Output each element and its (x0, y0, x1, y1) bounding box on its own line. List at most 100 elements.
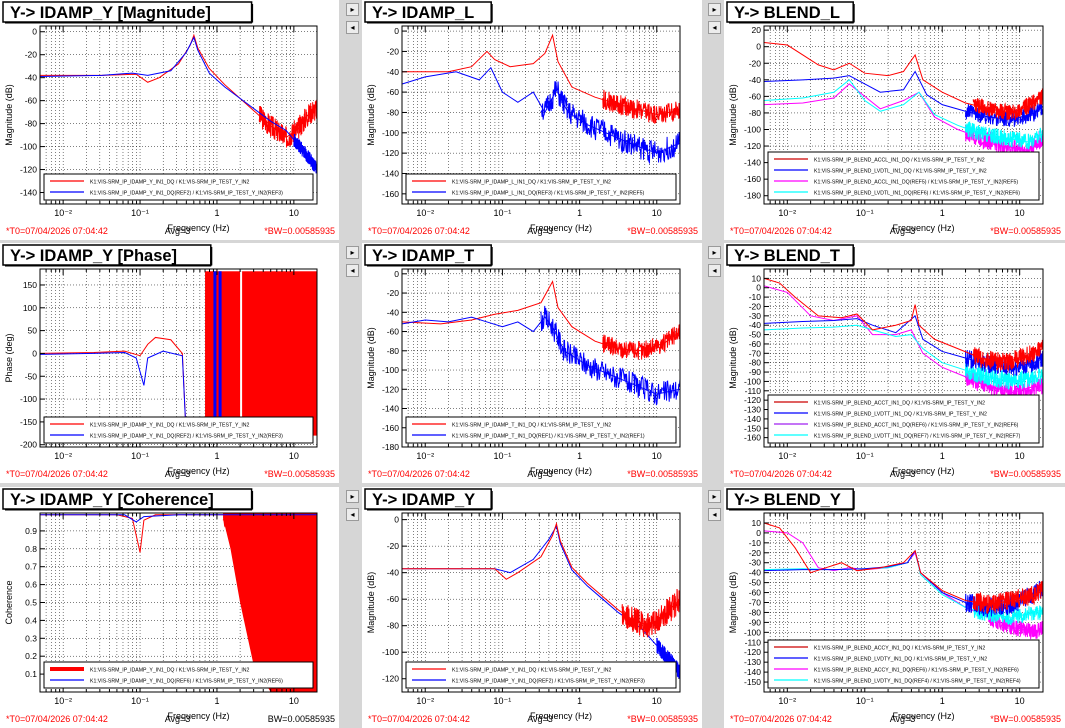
y-tick-label: -20 (749, 548, 762, 558)
panel-arrow-button[interactable]: ▸ (346, 3, 359, 16)
bw-label: *BW=0.00585935 (264, 469, 335, 479)
y-tick-label: -140 (382, 168, 399, 178)
legend-box: K1:VIS-SRM_IP_IDAMP_Y_IN1_DQ / K1:VIS-SR… (405, 661, 677, 689)
y-tick-label: -160 (744, 433, 761, 443)
x-axis-label: Frequency (Hz) (530, 466, 592, 476)
panel-arrow-button[interactable]: ▸ (708, 246, 721, 259)
y-tick-label: -40 (387, 307, 400, 317)
x-tick-label: 10 (1015, 208, 1025, 218)
y-tick-label: -130 (744, 657, 761, 667)
axis-ticks (401, 513, 681, 692)
plot-svg: 10⁻² 10⁻¹ 1 10100-10-20-30-40-50-60-70-80-9… (726, 488, 1061, 724)
bw-label: *BW=0.00585935 (990, 714, 1061, 724)
plot-panel-p01[interactable]: 10⁻² 10⁻¹ 1 10 0 -20 -40 -60 -80 -100 -120 -140 -160… (362, 0, 702, 240)
series-line-blue (402, 316, 680, 395)
y-tick-label: -80 (25, 119, 38, 129)
y-tick-label: -40 (749, 320, 762, 330)
y-tick-label: 0.5 (25, 598, 37, 608)
panel-arrow-button[interactable]: ▸ (346, 490, 359, 503)
y-tick-label: 0 (756, 283, 761, 293)
legend-entry: K1:VIS-SRM_IP_BLEND_ACCT_IN1_DQ(REF6) / … (814, 423, 1019, 429)
plot-panel-p00[interactable]: 10⁻² 10⁻¹ 1 10 0 -20 -40 -60 -80 -100 -120 -140 Freq… (0, 0, 339, 240)
bw-label: *BW=0.00585935 (627, 469, 698, 479)
y-tick-label: 0.7 (25, 562, 37, 572)
y-tick-label: -180 (744, 191, 761, 201)
plot-panel-p22[interactable]: 10⁻² 10⁻¹ 1 10 10 0 -10 -20 -30 -40 -50 -60 -70 -80 -9… (724, 487, 1065, 728)
curve-group (40, 271, 317, 436)
plot-title-text: Y-> BLEND_L (734, 4, 840, 22)
y-tick-label: 0 (394, 269, 399, 279)
y-tick-label: -100 (744, 376, 761, 386)
legend-entry: K1:VIS-SRM_IP_IDAMP_Y_IN1_DQ / K1:VIS-SR… (90, 180, 250, 186)
panel-arrow-button[interactable]: ◂ (708, 21, 721, 34)
y-tick-label: 0 (756, 528, 761, 538)
x-tick-label: 10⁻² (778, 208, 796, 218)
bw-label: *BW=0.00585935 (990, 469, 1061, 479)
y-tick-label: -130 (744, 405, 761, 415)
avg-label: Avg=3 (890, 469, 916, 479)
legend-box: K1:VIS-SRM_IP_IDAMP_Y_IN1_DQ / K1:VIS-SR… (43, 173, 314, 201)
plot-title: Y-> IDAMP_T (364, 244, 493, 267)
plot-footer: *T0=07/04/2026 07:04:42 Avg=3 *BW=0.005859… (368, 226, 698, 236)
t0-timestamp: *T0=07/04/2026 07:04:42 (6, 714, 108, 724)
curve-group (402, 521, 680, 679)
y-tick-label: -80 (387, 346, 400, 356)
y-tick-label: -140 (744, 667, 761, 677)
y-tick-label: -100 (382, 647, 399, 657)
y-tick-label: -150 (20, 417, 37, 427)
panel-arrow-button[interactable]: ◂ (708, 508, 721, 521)
x-tick-label: 10⁻² (416, 208, 434, 218)
y-tick-label: 0 (32, 348, 37, 358)
curve-group (764, 42, 1043, 161)
y-tick-label: -30 (749, 311, 762, 321)
x-tick-label: 1 (214, 208, 219, 218)
y-tick-label: 100 (23, 303, 37, 313)
panel-arrow-button[interactable]: ▸ (708, 3, 721, 16)
panel-arrow-button[interactable]: ◂ (708, 264, 721, 277)
y-tick-label: -100 (744, 124, 761, 134)
x-tick-label: 10 (652, 451, 662, 461)
panel-arrow-button[interactable]: ◂ (346, 264, 359, 277)
curve-group (402, 280, 680, 406)
y-tick-label: -50 (25, 371, 38, 381)
panel-arrow-button[interactable]: ▸ (708, 490, 721, 503)
plot-svg: 10⁻² 10⁻¹ 1 10100-10-20-30-40-50-60-70-80-9… (726, 244, 1061, 479)
y-tick-label: -160 (382, 423, 399, 433)
panel-arrow-button[interactable]: ◂ (346, 21, 359, 34)
legend-entry: K1:VIS-SRM_IP_IDAMP_T_IN1_DQ(REF1) / K1:… (452, 434, 645, 440)
bw-label: *BW=0.00585935 (627, 714, 698, 724)
plot-panel-p20[interactable]: 10⁻² 10⁻¹ 1 10 0.9 0.8 0.7 0.6 0.5 0.4 0.3 0.2 0.1 Fr… (0, 487, 339, 728)
panel-arrow-button[interactable]: ▸ (346, 246, 359, 259)
plot-title-text: Y-> BLEND_T (734, 247, 840, 265)
plot-panel-p10[interactable]: 10⁻² 10⁻¹ 1 10 150 100 50 0 -50 -100 -150 -200 Frequ… (0, 243, 339, 483)
bw-label: *BW=0.00585935 (627, 226, 698, 236)
legend-box: K1:VIS-SRM_IP_BLEND_ACCY_IN1_DQ / K1:VIS… (767, 639, 1040, 689)
y-tick-label: -80 (387, 621, 400, 631)
x-tick-label: 10⁻² (54, 451, 72, 461)
plot-panel-p02[interactable]: 10⁻² 10⁻¹ 1 10 20 0 -20 -40 -60 -80 -100 -120 -140 -1… (724, 0, 1065, 240)
y-tick-label: -10 (749, 538, 762, 548)
avg-label: Avg=3 (165, 714, 191, 724)
panel-arrow-button[interactable]: ◂ (346, 508, 359, 521)
x-axis-label: Frequency (Hz) (167, 223, 229, 233)
y-tick-label: -60 (25, 96, 38, 106)
plot-title-text: Y-> IDAMP_L (372, 4, 474, 22)
curve-group (764, 522, 1043, 640)
y-tick-label: -70 (749, 598, 762, 608)
x-tick-label: 10⁻² (54, 696, 72, 706)
plot-panel-p12[interactable]: 10⁻² 10⁻¹ 1 10 10 0 -10 -20 -30 -40 -50 -60 -70 -80 -9… (724, 243, 1065, 483)
y-tick-label: 150 (23, 280, 37, 290)
y-tick-label: -20 (749, 301, 762, 311)
y-axis-label: Magnitude (dB) (366, 572, 376, 634)
y-tick-label: -110 (745, 386, 762, 396)
plot-panel-p21[interactable]: 10⁻² 10⁻¹ 1 10 0 -20 -40 -60 -80 -100 -120 Frequenc… (362, 487, 702, 728)
t0-timestamp: *T0=07/04/2026 07:04:42 (368, 226, 470, 236)
series-line-blue (40, 350, 187, 436)
x-tick-label: 1 (577, 208, 582, 218)
axis-ticks (39, 513, 318, 692)
plot-panel-p11[interactable]: 10⁻² 10⁻¹ 1 10 0 -20 -40 -60 -80 -100 -120 -140 -160… (362, 243, 702, 483)
x-tick-label: 10 (1015, 696, 1025, 706)
x-axis-label: Frequency (Hz) (892, 711, 954, 721)
plot-footer: *T0=07/04/2026 07:04:42 Avg=3 *BW=0.005859… (730, 226, 1061, 236)
